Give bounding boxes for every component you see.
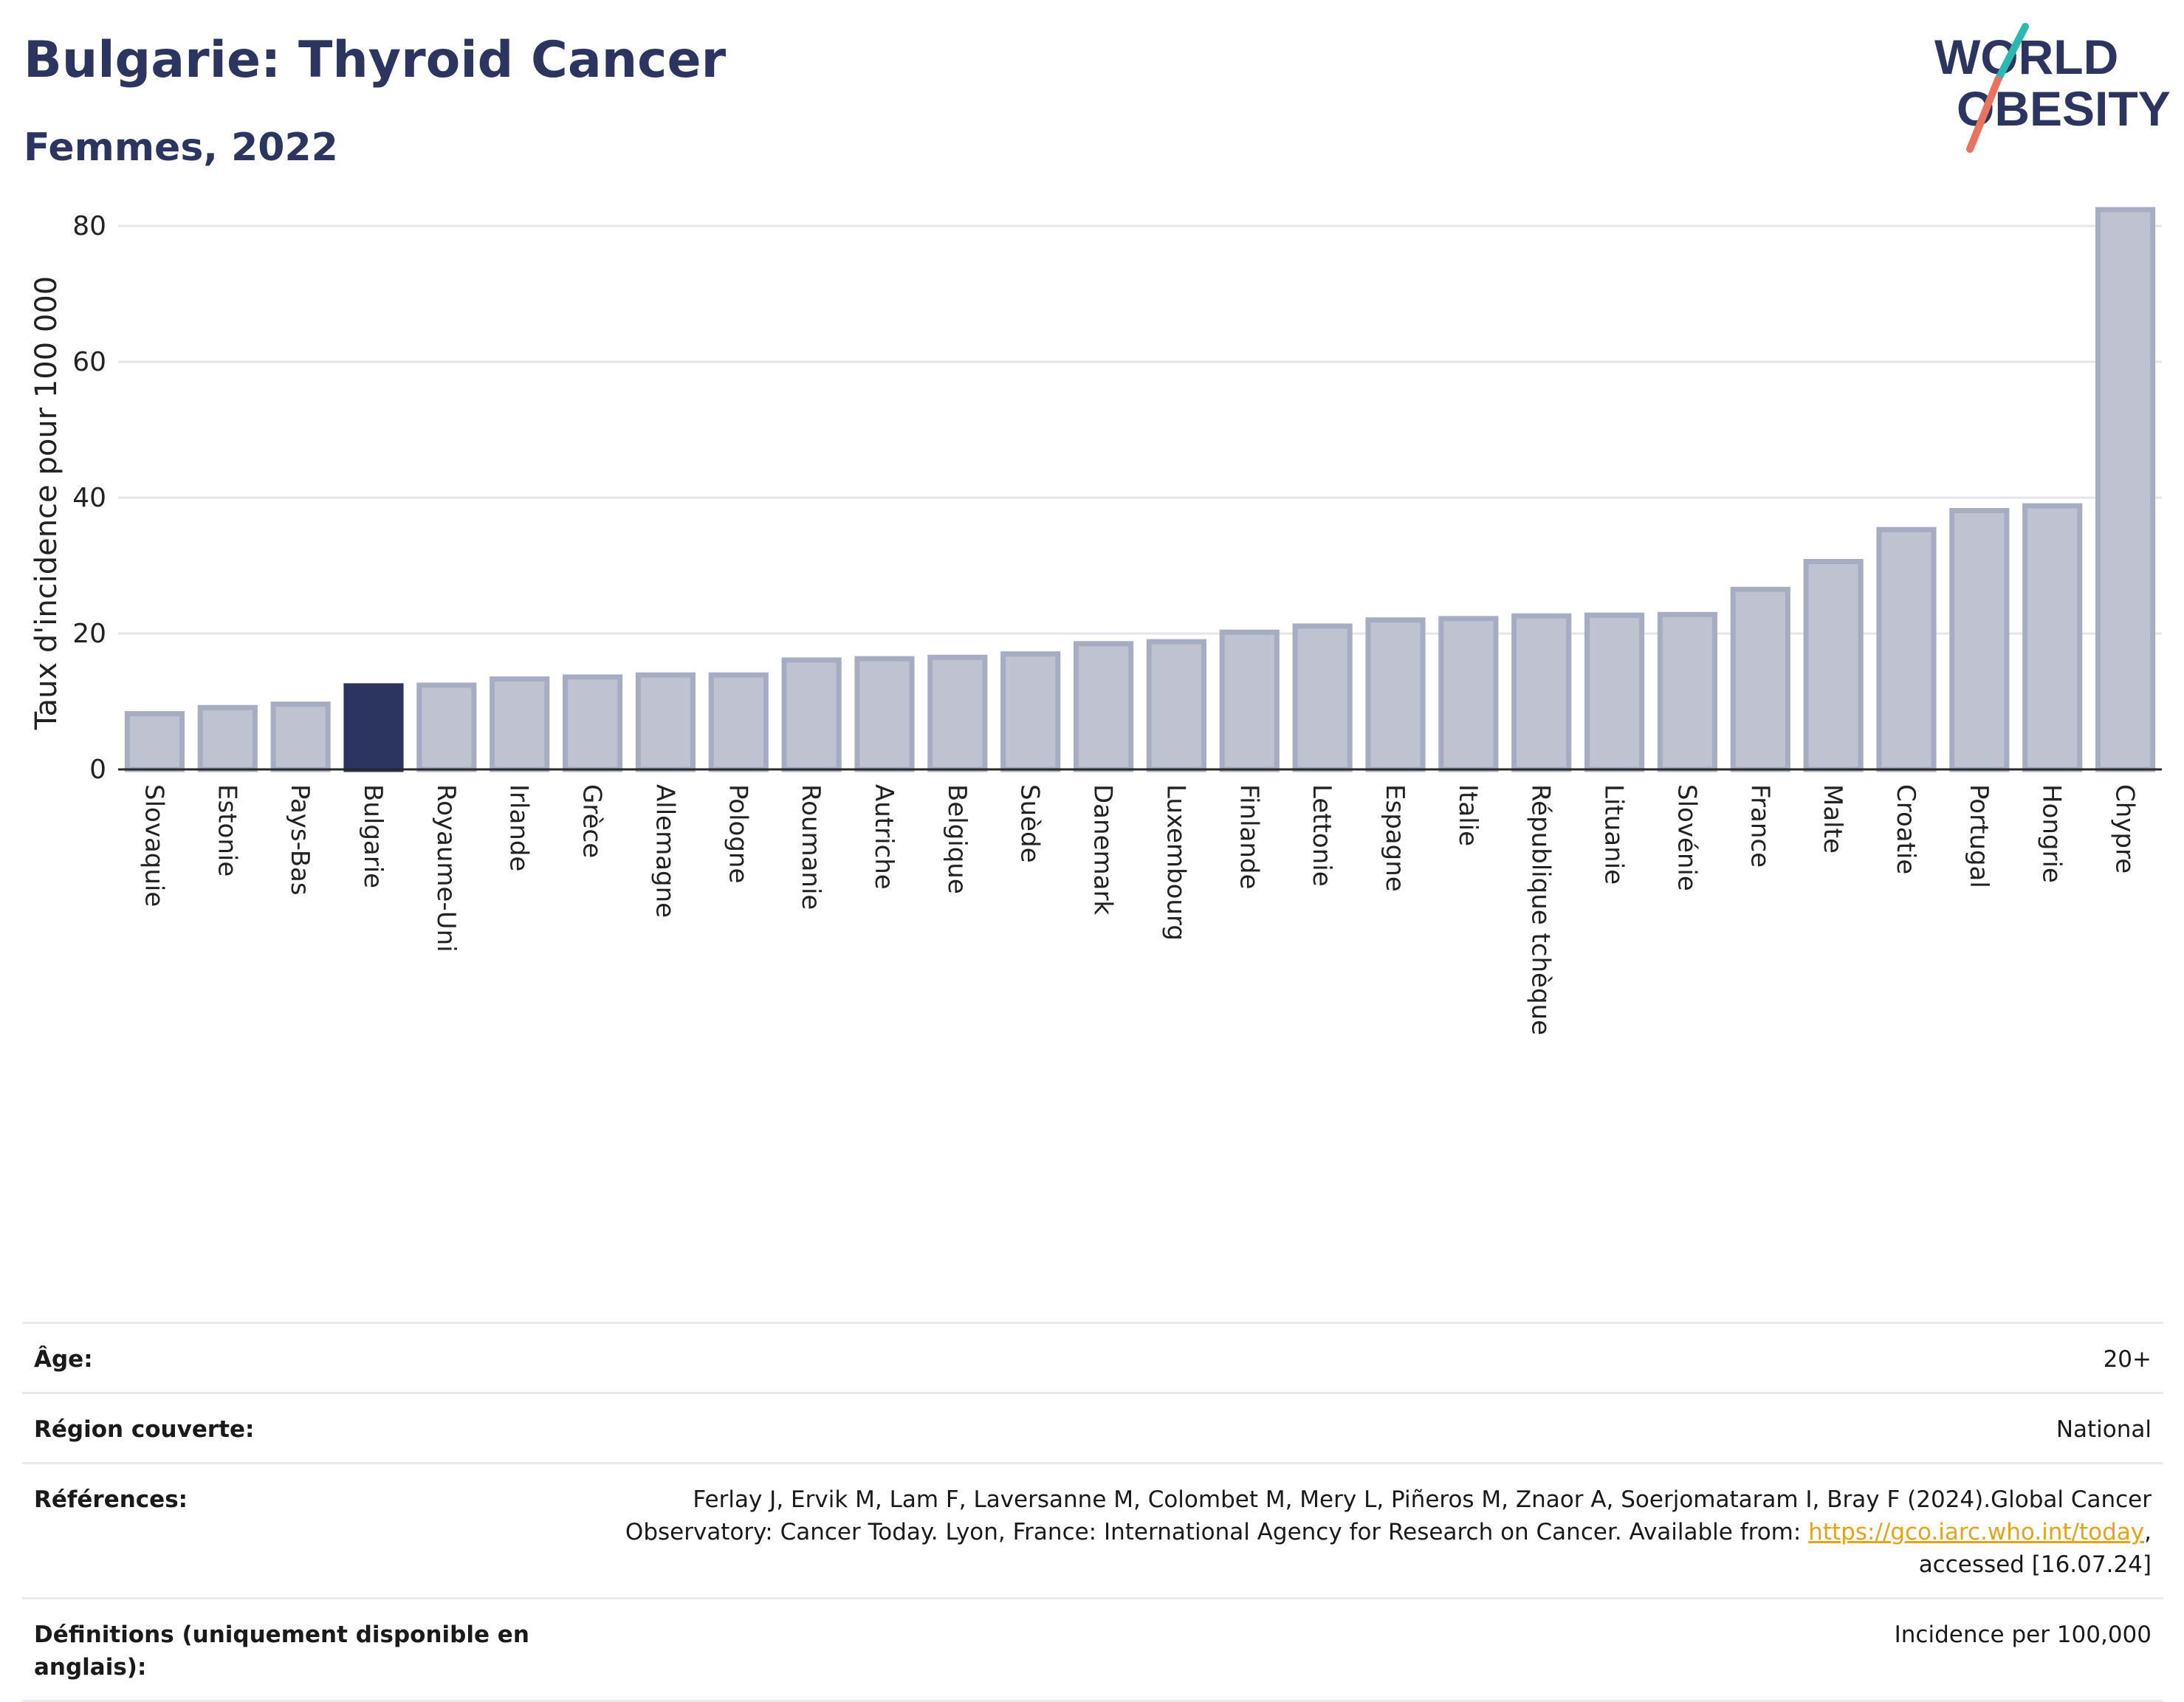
x-tick-label: Irlande xyxy=(504,784,534,871)
x-tick-label: France xyxy=(1745,784,1774,868)
x-tick-label: République tchèque xyxy=(1526,784,1556,1035)
x-tick-label: Danemark xyxy=(1088,784,1118,915)
bar-gr-ce[interactable] xyxy=(563,674,623,772)
region-label: Région couverte: xyxy=(22,1392,563,1463)
x-tick-label: Portugal xyxy=(1964,784,1994,888)
references-value: Ferlay J, Ervik M, Lam F, Laversanne M, … xyxy=(563,1462,2163,1599)
x-tick-labels: Slovaquie Estonie Pays-Bas Bulgarie Royaume-… xyxy=(139,784,2139,1035)
definitions-label: Définitions (uniquement disponible en an… xyxy=(22,1597,563,1702)
info-row-definitions: Définitions (uniquement disponible en an… xyxy=(22,1597,2163,1702)
x-tick-label: Malte xyxy=(1818,784,1847,854)
info-table: Âge: 20+ Région couverte: National Référ… xyxy=(22,1322,2163,1702)
info-row-references: Références: Ferlay J, Ervik M, Lam F, La… xyxy=(22,1462,2163,1599)
bars xyxy=(124,207,2156,772)
references-line1: Ferlay J, Ervik M, Lam F, Laversanne M, … xyxy=(693,1486,2152,1513)
bar-slovaquie[interactable] xyxy=(124,711,185,772)
bar-estonie[interactable] xyxy=(197,704,258,772)
logo-coral-slash xyxy=(1966,76,2002,153)
x-tick-label: Pays-Bas xyxy=(285,784,315,896)
bar-irlande[interactable] xyxy=(490,676,550,772)
references-line3: accessed [16.07.24] xyxy=(1918,1551,2152,1578)
x-tick-label: Luxembourg xyxy=(1161,784,1190,941)
region-value: National xyxy=(563,1392,2163,1463)
chart-title: Bulgarie: Thyroid Cancer xyxy=(24,31,727,89)
logo-teal-slash xyxy=(1994,23,2029,83)
definitions-value: Incidence per 100,000 xyxy=(563,1597,2163,1702)
x-tick-label: Estonie xyxy=(212,784,241,876)
y-tick-label: 80 xyxy=(72,211,106,241)
bar-slov-nie[interactable] xyxy=(1657,611,1718,772)
bar-roumanie[interactable] xyxy=(781,657,842,772)
x-tick-label: Roumanie xyxy=(796,784,825,910)
bar-portugal[interactable] xyxy=(1949,507,2010,772)
x-tick-label: Bulgarie xyxy=(358,784,388,888)
logo-text-world: WORLD xyxy=(1934,30,2118,84)
x-tick-label: Slovaquie xyxy=(139,784,168,907)
bar-belgique[interactable] xyxy=(927,654,988,772)
bar-chypre[interactable] xyxy=(2095,207,2156,772)
bar-pays-bas[interactable] xyxy=(270,701,331,772)
x-tick-label: Chypre xyxy=(2110,784,2140,874)
references-line2: Observatory: Cancer Today. Lyon, France:… xyxy=(625,1519,1809,1545)
bar-finlande[interactable] xyxy=(1219,629,1280,772)
x-tick-label: Hongrie xyxy=(2037,784,2067,883)
y-axis-title: Taux d'incidence pour 100 000 xyxy=(30,276,63,730)
references-link[interactable]: https://gco.iarc.who.int/today xyxy=(1808,1519,2145,1545)
x-tick-label: Royaume-Uni xyxy=(431,784,461,953)
bar-royaume-uni[interactable] xyxy=(416,682,477,772)
x-tick-label: Autriche xyxy=(869,784,899,890)
x-tick-label: Grèce xyxy=(577,784,607,858)
bar-chart: 0 20 40 60 80 Slovaquie Estonie Pays-Bas Bulgar… xyxy=(30,207,2162,1035)
world-obesity-logo: WORLD OBESITY xyxy=(1934,23,2171,153)
references-line2-end: , xyxy=(2144,1519,2152,1545)
x-tick-label: Croatie xyxy=(1891,784,1920,874)
bar-su-de[interactable] xyxy=(1000,651,1061,772)
x-tick-label: Allemagne xyxy=(650,784,679,918)
bar-lettonie[interactable] xyxy=(1292,623,1353,772)
bar-allemagne[interactable] xyxy=(635,672,696,772)
age-label: Âge: xyxy=(22,1322,563,1393)
x-tick-label: Lituanie xyxy=(1599,784,1629,885)
bar-bulgarie[interactable] xyxy=(343,683,404,772)
y-tick-label: 20 xyxy=(72,619,106,649)
bar-france[interactable] xyxy=(1730,586,1790,772)
bar-danemark[interactable] xyxy=(1074,641,1134,772)
bar-malte[interactable] xyxy=(1803,558,1864,772)
bar-croatie[interactable] xyxy=(1876,526,1937,772)
bar-luxembourg[interactable] xyxy=(1146,639,1207,772)
x-tick-label: Espagne xyxy=(1380,784,1409,892)
chart-subtitle: Femmes, 2022 xyxy=(24,126,338,170)
info-row-region: Région couverte: National xyxy=(22,1392,2163,1463)
x-tick-label: Slovénie xyxy=(1672,784,1701,891)
y-tick-labels: 0 20 40 60 80 xyxy=(72,211,106,785)
x-tick-label: Belgique xyxy=(942,784,972,894)
x-tick-label: Pologne xyxy=(723,784,752,883)
x-tick-label: Finlande xyxy=(1234,784,1263,889)
bar-italie[interactable] xyxy=(1438,616,1499,772)
bar-pologne[interactable] xyxy=(708,672,769,772)
references-label: Références: xyxy=(22,1462,563,1599)
bar-r-publique-tch-que[interactable] xyxy=(1511,613,1572,772)
x-tick-label: Italie xyxy=(1453,784,1483,846)
bar-lituanie[interactable] xyxy=(1584,612,1645,772)
bar-hongrie[interactable] xyxy=(2022,503,2083,772)
y-tick-label: 40 xyxy=(72,483,106,513)
bar-espagne[interactable] xyxy=(1365,617,1426,772)
info-row-age: Âge: 20+ xyxy=(22,1322,2163,1393)
age-value: 20+ xyxy=(563,1322,2163,1393)
y-tick-label: 0 xyxy=(89,755,106,785)
x-tick-label: Suède xyxy=(1015,784,1045,863)
x-tick-label: Lettonie xyxy=(1307,784,1336,887)
y-tick-label: 60 xyxy=(72,347,106,377)
bar-autriche[interactable] xyxy=(854,656,915,772)
